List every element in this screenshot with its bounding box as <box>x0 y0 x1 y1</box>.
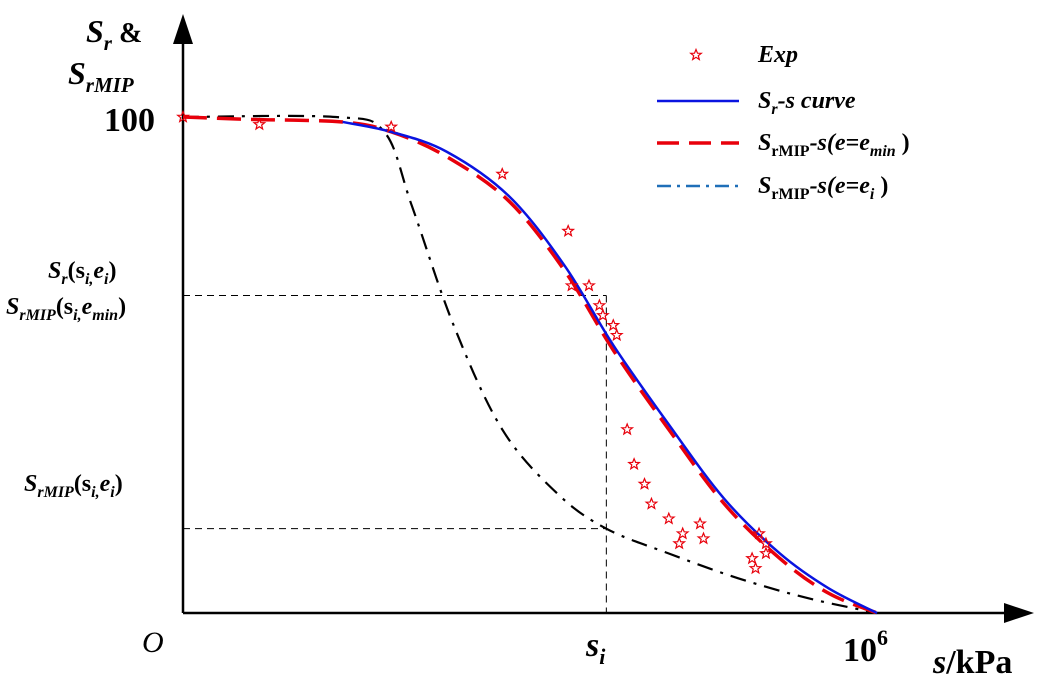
exp-point <box>676 527 689 539</box>
srmip-si-ei-label: SrMIP(si,ei) <box>24 471 123 501</box>
x-mid-tick-label: si <box>585 627 606 669</box>
exp-point <box>496 167 509 180</box>
y-axis-arrow <box>173 14 193 44</box>
exp-point <box>638 477 651 490</box>
legend-exp-label: Exp <box>757 42 798 68</box>
exp-point <box>607 319 620 331</box>
x-end-tick-label: 106 <box>843 625 888 669</box>
exp-point <box>610 329 623 341</box>
y-axis-label-line2: SrMIP <box>68 55 134 97</box>
exp-point <box>697 532 710 544</box>
exp-points <box>177 110 772 574</box>
legend-exp-marker <box>690 48 702 61</box>
origin-label: O <box>142 626 164 659</box>
y-axis-label-line1: Sr & <box>86 13 142 55</box>
srmip-si-emin-label: SrMIP(si,emin) <box>6 294 126 324</box>
legend-ei-label: SrMIP-s(e=ei ) <box>758 173 888 203</box>
exp-point <box>593 299 606 311</box>
exp-point <box>662 512 675 524</box>
exp-point <box>562 224 575 237</box>
series-ei-line <box>182 114 878 615</box>
exp-point <box>673 537 686 549</box>
exp-point <box>749 562 762 574</box>
sr-si-ei-label: Sr(si,ei) <box>48 258 117 288</box>
x-axis-arrow <box>1004 603 1034 623</box>
exp-point <box>746 552 758 564</box>
exp-point <box>621 423 634 435</box>
legend-emin-label: SrMIP-s(e=emin ) <box>758 130 910 160</box>
exp-point <box>583 279 595 291</box>
guide-lines <box>183 295 607 613</box>
legend: Exp Sr-s curve SrMIP-s(e=emin ) SrMIP-s(… <box>657 42 910 203</box>
y-top-tick-label: 100 <box>104 102 155 139</box>
series-sr-line <box>342 120 878 615</box>
x-axis-label: s/kPa <box>932 644 1012 681</box>
exp-point <box>628 458 640 470</box>
legend-sr-label: Sr-s curve <box>758 88 856 118</box>
series-emin-line <box>182 115 878 615</box>
series-layer <box>182 114 878 615</box>
exp-point <box>645 497 658 509</box>
exp-point <box>694 517 706 529</box>
